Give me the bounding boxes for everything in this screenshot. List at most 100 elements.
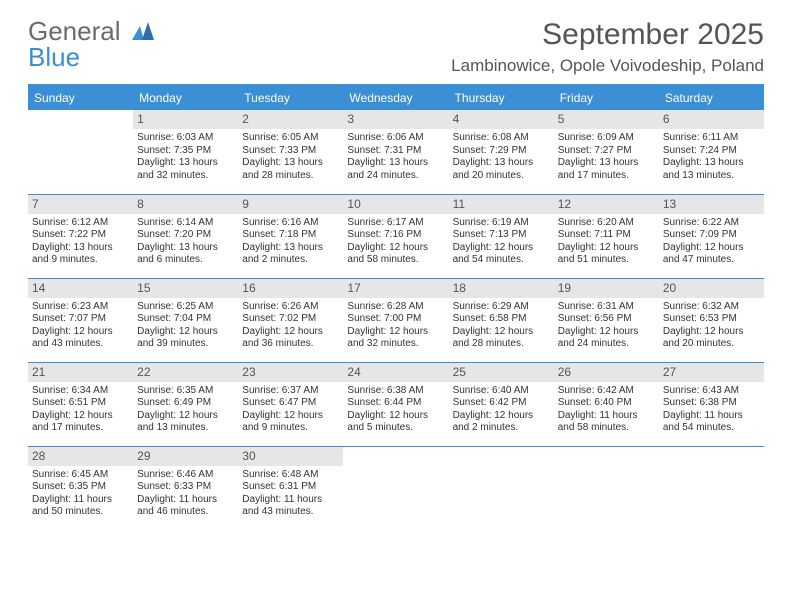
col-monday: Monday [133,85,238,110]
sunset-text: Sunset: 6:38 PM [663,397,760,410]
calendar-week: 7Sunrise: 6:12 AMSunset: 7:22 PMDaylight… [28,194,764,278]
sunset-text: Sunset: 7:13 PM [453,229,550,242]
sunset-text: Sunset: 6:35 PM [32,481,129,494]
sunrise-text: Sunrise: 6:42 AM [558,385,655,398]
day-number: 16 [238,279,343,298]
sunrise-text: Sunrise: 6:43 AM [663,385,760,398]
day-number: 9 [238,195,343,214]
calendar-cell: 30Sunrise: 6:48 AMSunset: 6:31 PMDayligh… [238,446,343,530]
sunset-text: Sunset: 6:42 PM [453,397,550,410]
day-number: 3 [343,110,448,129]
calendar-cell [659,446,764,530]
daylight-text: Daylight: 13 hours and 32 minutes. [137,157,234,182]
col-thursday: Thursday [449,85,554,110]
calendar-table: Sunday Monday Tuesday Wednesday Thursday… [28,84,764,530]
calendar-cell: 27Sunrise: 6:43 AMSunset: 6:38 PMDayligh… [659,362,764,446]
sunset-text: Sunset: 7:24 PM [663,145,760,158]
day-number: 19 [554,279,659,298]
logo: General Blue [28,18,154,70]
calendar-cell: 19Sunrise: 6:31 AMSunset: 6:56 PMDayligh… [554,278,659,362]
day-number: 11 [449,195,554,214]
sunset-text: Sunset: 7:22 PM [32,229,129,242]
sunset-text: Sunset: 7:11 PM [558,229,655,242]
col-wednesday: Wednesday [343,85,448,110]
day-number: 20 [659,279,764,298]
calendar-cell: 21Sunrise: 6:34 AMSunset: 6:51 PMDayligh… [28,362,133,446]
sunset-text: Sunset: 7:31 PM [347,145,444,158]
day-number: 14 [28,279,133,298]
sunrise-text: Sunrise: 6:20 AM [558,217,655,230]
day-number: 2 [238,110,343,129]
sunset-text: Sunset: 6:31 PM [242,481,339,494]
calendar-cell [28,110,133,194]
calendar-week: 1Sunrise: 6:03 AMSunset: 7:35 PMDaylight… [28,110,764,194]
daylight-text: Daylight: 13 hours and 24 minutes. [347,157,444,182]
day-number: 15 [133,279,238,298]
sunrise-text: Sunrise: 6:09 AM [558,132,655,145]
calendar-cell: 23Sunrise: 6:37 AMSunset: 6:47 PMDayligh… [238,362,343,446]
calendar-cell [343,446,448,530]
day-number: 13 [659,195,764,214]
sunrise-text: Sunrise: 6:16 AM [242,217,339,230]
calendar-cell: 16Sunrise: 6:26 AMSunset: 7:02 PMDayligh… [238,278,343,362]
calendar-cell: 8Sunrise: 6:14 AMSunset: 7:20 PMDaylight… [133,194,238,278]
calendar-cell: 11 Sunrise: 6:19 AMSunset: 7:13 PMDayligh… [449,194,554,278]
day-number: 18 [449,279,554,298]
calendar-week: 14Sunrise: 6:23 AMSunset: 7:07 PMDayligh… [28,278,764,362]
daylight-text: Daylight: 11 hours and 58 minutes. [558,410,655,435]
sunset-text: Sunset: 7:04 PM [137,313,234,326]
daylight-text: Daylight: 12 hours and 2 minutes. [453,410,550,435]
day-number: 26 [554,363,659,382]
col-saturday: Saturday [659,85,764,110]
sunrise-text: Sunrise: 6:26 AM [242,301,339,314]
sunrise-text: Sunrise: 6:11 AM [663,132,760,145]
day-number: 10 [343,195,448,214]
calendar-cell: 20Sunrise: 6:32 AMSunset: 6:53 PMDayligh… [659,278,764,362]
col-tuesday: Tuesday [238,85,343,110]
sunset-text: Sunset: 6:58 PM [453,313,550,326]
sunrise-text: Sunrise: 6:03 AM [137,132,234,145]
location: Lambinowice, Opole Voivodeship, Poland [451,56,764,76]
sunset-text: Sunset: 7:35 PM [137,145,234,158]
day-number: 7 [28,195,133,214]
page-header: General Blue September 2025 Lambinowice,… [28,18,764,76]
calendar-cell: 6Sunrise: 6:11 AMSunset: 7:24 PMDaylight… [659,110,764,194]
month-title: September 2025 [451,18,764,52]
calendar-body: 1Sunrise: 6:03 AMSunset: 7:35 PMDaylight… [28,110,764,530]
sunrise-text: Sunrise: 6:23 AM [32,301,129,314]
calendar-cell: 1 Sunrise: 6:03 AMSunset: 7:35 PMDaylight… [133,110,238,194]
sunrise-text: Sunrise: 6:25 AM [137,301,234,314]
day-number: 24 [343,363,448,382]
daylight-text: Daylight: 13 hours and 28 minutes. [242,157,339,182]
daylight-text: Daylight: 13 hours and 9 minutes. [32,242,129,267]
day-number: 22 [133,363,238,382]
daylight-text: Daylight: 12 hours and 32 minutes. [347,326,444,351]
daylight-text: Daylight: 13 hours and 13 minutes. [663,157,760,182]
calendar-cell: 14Sunrise: 6:23 AMSunset: 7:07 PMDayligh… [28,278,133,362]
sunset-text: Sunset: 6:40 PM [558,397,655,410]
daylight-text: Daylight: 12 hours and 43 minutes. [32,326,129,351]
daylight-text: Daylight: 12 hours and 13 minutes. [137,410,234,435]
daylight-text: Daylight: 12 hours and 36 minutes. [242,326,339,351]
sunrise-text: Sunrise: 6:34 AM [32,385,129,398]
sunrise-text: Sunrise: 6:19 AM [453,217,550,230]
sunset-text: Sunset: 7:16 PM [347,229,444,242]
calendar-cell: 4Sunrise: 6:08 AMSunset: 7:29 PMDaylight… [449,110,554,194]
calendar-cell: 5Sunrise: 6:09 AMSunset: 7:27 PMDaylight… [554,110,659,194]
calendar-cell: 12Sunrise: 6:20 AMSunset: 7:11 PMDayligh… [554,194,659,278]
daylight-text: Daylight: 12 hours and 24 minutes. [558,326,655,351]
daylight-text: Daylight: 12 hours and 54 minutes. [453,242,550,267]
sunset-text: Sunset: 7:33 PM [242,145,339,158]
daylight-text: Daylight: 13 hours and 2 minutes. [242,242,339,267]
day-number: 27 [659,363,764,382]
calendar-cell: 9Sunrise: 6:16 AMSunset: 7:18 PMDaylight… [238,194,343,278]
calendar-cell: 13Sunrise: 6:22 AMSunset: 7:09 PMDayligh… [659,194,764,278]
daylight-text: Daylight: 13 hours and 20 minutes. [453,157,550,182]
calendar-cell: 2Sunrise: 6:05 AMSunset: 7:33 PMDaylight… [238,110,343,194]
sunrise-text: Sunrise: 6:12 AM [32,217,129,230]
sunrise-text: Sunrise: 6:32 AM [663,301,760,314]
calendar-header-row: Sunday Monday Tuesday Wednesday Thursday… [28,85,764,110]
day-number: 4 [449,110,554,129]
day-number: 12 [554,195,659,214]
day-number: 1 [133,110,238,129]
